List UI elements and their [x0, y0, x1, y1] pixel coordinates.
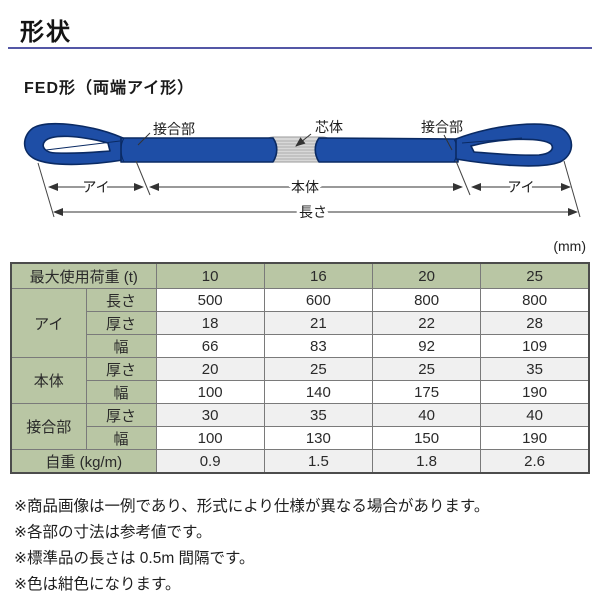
- spec-value-cell: 800: [480, 288, 590, 312]
- table-row: 幅 100 130 150 190: [11, 426, 590, 450]
- spec-value-cell: 1.5: [263, 449, 373, 474]
- group-label-cell: 接合部: [10, 403, 87, 450]
- spec-value-cell: 140: [263, 380, 373, 404]
- extension-lines: [37, 160, 581, 218]
- capacity-header-cell: 16: [263, 262, 373, 289]
- spec-value-cell: 800: [371, 288, 482, 312]
- spec-value-cell: 190: [480, 426, 590, 450]
- title-underline: [8, 47, 592, 49]
- spec-value-cell: 18: [155, 311, 265, 335]
- page-title: 形状: [20, 19, 72, 46]
- sling-diagram: 接合部 芯体 接合部 アイ 本体 アイ 長さ: [23, 119, 581, 223]
- spec-value-cell: 35: [263, 403, 373, 427]
- dimension-lines: [48, 183, 578, 216]
- diagram-callouts: [137, 132, 453, 151]
- spec-value-cell: 66: [155, 334, 265, 358]
- table-row: 自重 (kg/m) 0.9 1.5 1.8 2.6: [10, 449, 590, 474]
- spec-value-cell: 20: [155, 357, 265, 381]
- spec-table-body: アイ 長さ 500 600 800 800 厚さ 18 21 22 28 幅 66 83 92 109 本体 厚さ…: [10, 288, 590, 474]
- capacity-header-cell: 10: [155, 262, 265, 289]
- note-line: ※各部の寸法は参考値です。: [14, 524, 212, 541]
- group-label-cell: アイ: [10, 288, 87, 358]
- product-type-heading: FED形（両端アイ形）: [24, 80, 195, 97]
- core-label: 芯体: [315, 119, 343, 135]
- group-label-cell: 本体: [10, 357, 87, 404]
- spec-value-cell: 100: [155, 380, 265, 404]
- unit-label: (mm): [553, 238, 586, 254]
- spec-value-cell: 600: [263, 288, 373, 312]
- spec-value-cell: 40: [480, 403, 590, 427]
- notes-section: ※商品画像は一例であり、形式により仕様が異なる場合があります。 ※各部の寸法は参考…: [14, 494, 592, 598]
- joint-right-label: 接合部: [421, 119, 463, 135]
- eye-left-dim-label: アイ: [82, 179, 109, 195]
- sub-label-cell: 幅: [85, 426, 157, 450]
- table-header-row: 最大使用荷重 (t) 10 16 20 25: [10, 262, 590, 289]
- spec-value-cell: 25: [263, 357, 373, 381]
- spec-value-cell: 1.8: [371, 449, 482, 474]
- length-dim-label: 長さ: [299, 204, 327, 220]
- spec-value-cell: 28: [480, 311, 590, 335]
- sub-label-cell: 幅: [85, 380, 157, 404]
- note-line: ※標準品の長さは 0.5m 間隔です。: [14, 550, 255, 567]
- spec-value-cell: 175: [371, 380, 482, 404]
- spec-value-cell: 2.6: [480, 449, 590, 474]
- body-dim-label: 本体: [291, 179, 319, 195]
- note-line: ※色は紺色になります。: [14, 576, 181, 593]
- spec-value-cell: 0.9: [155, 449, 265, 474]
- table-row: 本体 厚さ 20 25 25 35: [10, 357, 590, 404]
- spec-value-cell: 109: [480, 334, 590, 358]
- eye-right-dim-label: アイ: [507, 179, 534, 195]
- sub-label-cell: 厚さ: [85, 357, 157, 381]
- spec-table: 最大使用荷重 (t) 10 16 20 25 アイ 長さ 500 600 800 800 厚さ 18…: [10, 262, 590, 474]
- spec-value-cell: 190: [480, 380, 590, 404]
- spec-value-cell: 92: [371, 334, 482, 358]
- table-row: アイ 長さ 500 600 800 800: [10, 288, 590, 358]
- sling-illustration: [23, 122, 573, 167]
- spec-value-cell: 40: [371, 403, 482, 427]
- group-label-cell: 自重 (kg/m): [10, 449, 157, 474]
- spec-value-cell: 150: [371, 426, 482, 450]
- spec-value-cell: 35: [480, 357, 590, 381]
- spec-value-cell: 500: [155, 288, 265, 312]
- spec-value-cell: 30: [155, 403, 265, 427]
- spec-value-cell: 21: [263, 311, 373, 335]
- capacity-header-cell: 20: [371, 262, 482, 289]
- spec-value-cell: 83: [263, 334, 373, 358]
- sub-label-cell: 幅: [85, 334, 157, 358]
- sub-label-cell: 厚さ: [85, 403, 157, 427]
- spec-value-cell: 25: [371, 357, 482, 381]
- capacity-header-cell: 25: [480, 262, 590, 289]
- max-load-header: 最大使用荷重 (t): [10, 262, 157, 289]
- table-row: 接合部 厚さ 30 35 40 40: [10, 403, 590, 450]
- joint-left-label: 接合部: [153, 121, 195, 137]
- note-line: ※商品画像は一例であり、形式により仕様が異なる場合があります。: [14, 498, 490, 515]
- table-row: 厚さ 18 21 22 28: [11, 311, 590, 335]
- sub-label-cell: 厚さ: [85, 311, 157, 335]
- table-row: 幅 66 83 92 109: [11, 334, 590, 358]
- spec-value-cell: 130: [263, 426, 373, 450]
- spec-value-cell: 100: [155, 426, 265, 450]
- spec-value-cell: 22: [371, 311, 482, 335]
- table-row: 幅 100 140 175 190: [11, 380, 590, 404]
- sub-label-cell: 長さ: [85, 288, 157, 312]
